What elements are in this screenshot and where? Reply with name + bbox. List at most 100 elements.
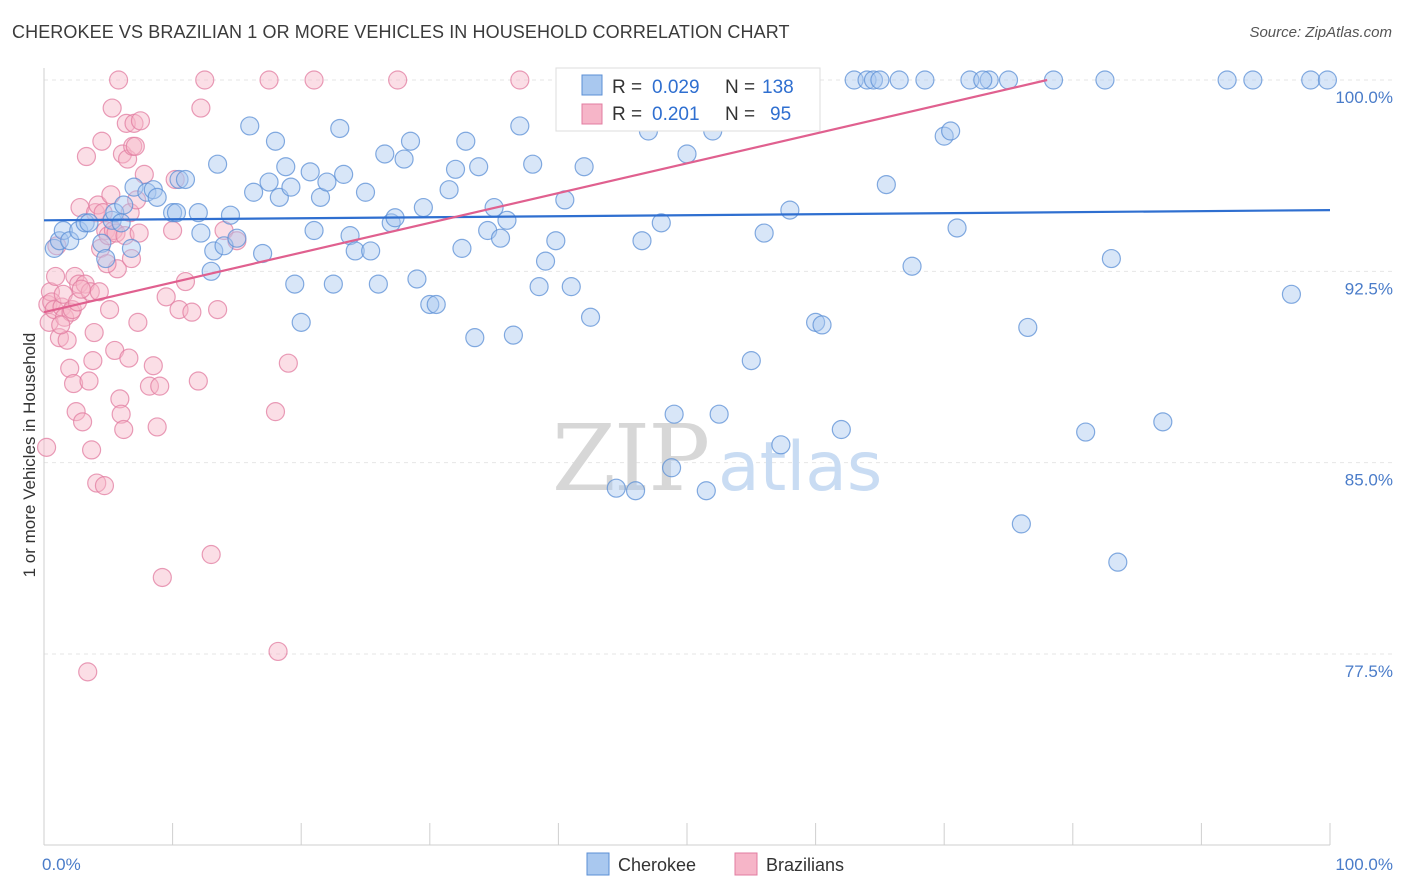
data-point-cherokee <box>1076 422 1096 442</box>
data-point-brazilians <box>76 146 97 167</box>
data-point-cherokee <box>124 177 144 197</box>
data-point-brazilians <box>130 111 151 131</box>
data-point-cherokee <box>754 223 774 243</box>
correlation-legend: R = 0.029 N = 138 R = 0.201 N = 95 <box>555 67 821 132</box>
data-point-cherokee <box>973 70 993 90</box>
legend-n-value-brazilians: 95 <box>770 104 791 125</box>
y-tick-label: 85.0% <box>1345 471 1393 490</box>
data-point-brazilians <box>71 279 91 299</box>
data-point-cherokee <box>426 294 446 315</box>
data-point-cherokee <box>240 116 260 136</box>
data-point-cherokee <box>1101 248 1121 269</box>
data-point-cherokee <box>413 197 433 218</box>
data-point-cherokee <box>1018 317 1038 338</box>
data-point-cherokee <box>220 205 241 225</box>
data-point-cherokee <box>771 435 791 455</box>
chart-title: CHEROKEE VS BRAZILIAN 1 OR MORE VEHICLES… <box>12 22 790 42</box>
data-point-brazilians <box>201 544 221 565</box>
data-point-brazilians <box>510 70 530 90</box>
data-point-cherokee <box>276 157 296 177</box>
data-point-brazilians <box>208 300 228 320</box>
data-point-brazilians <box>111 404 131 424</box>
data-point-cherokee <box>456 131 476 151</box>
data-point-cherokee <box>863 70 884 90</box>
data-point-cherokee <box>49 231 70 251</box>
data-point-cherokee <box>1243 70 1263 90</box>
data-point-brazilians <box>36 437 57 457</box>
series-cherokee <box>44 70 1338 572</box>
data-point-brazilians <box>72 412 93 432</box>
data-point-cherokee <box>400 131 421 151</box>
data-point-cherokee <box>632 231 652 251</box>
data-point-brazilians <box>121 248 142 269</box>
data-point-cherokee <box>709 404 729 424</box>
data-point-brazilians <box>45 266 66 287</box>
data-point-cherokee <box>1108 552 1128 572</box>
data-point-brazilians <box>152 567 172 588</box>
data-point-cherokee <box>561 277 581 297</box>
data-point-cherokee <box>92 233 112 253</box>
data-point-brazilians <box>116 113 136 133</box>
data-points <box>36 70 1338 682</box>
data-point-cherokee <box>1317 70 1338 90</box>
bottom-legend-cherokee: Cherokee <box>618 855 696 875</box>
data-point-brazilians <box>63 373 84 394</box>
data-point-brazilians <box>69 274 89 294</box>
x-tick-label-min: 0.0% <box>42 855 81 874</box>
data-point-brazilians <box>85 203 106 223</box>
data-point-cherokee <box>625 481 646 501</box>
y-tick-label: 100.0% <box>1335 88 1393 107</box>
data-point-cherokee <box>121 238 142 258</box>
data-point-brazilians <box>39 312 59 332</box>
data-point-cherokee <box>465 328 485 348</box>
data-point-cherokee <box>53 220 73 241</box>
watermark-zip: ZIP <box>552 405 708 512</box>
data-point-cherokee <box>1281 284 1302 304</box>
data-point-brazilians <box>128 312 148 332</box>
data-point-brazilians <box>114 419 134 440</box>
data-point-brazilians <box>92 131 112 151</box>
data-point-cherokee <box>979 70 999 90</box>
data-point-cherokee <box>317 172 337 192</box>
data-point-cherokee <box>580 307 601 327</box>
data-point-brazilians <box>182 302 202 322</box>
data-point-cherokee <box>490 228 511 248</box>
data-point-cherokee <box>291 312 311 332</box>
data-point-cherokee <box>546 231 566 251</box>
data-point-brazilians <box>195 70 215 90</box>
data-point-cherokee <box>998 70 1019 90</box>
data-point-cherokee <box>469 157 489 177</box>
bottom-legend-brazilians: Brazilians <box>766 855 844 875</box>
data-point-cherokee <box>281 177 301 197</box>
data-point-brazilians <box>79 371 99 391</box>
trend-line-cherokee <box>43 209 1331 222</box>
data-point-cherokee <box>876 174 896 195</box>
legend-r-value-brazilians: 0.201 <box>652 104 700 125</box>
data-point-cherokee <box>915 70 935 90</box>
data-point-brazilians <box>60 358 80 378</box>
data-point-cherokee <box>529 277 549 297</box>
data-point-cherokee <box>368 274 388 294</box>
data-point-cherokee <box>96 248 116 269</box>
data-point-cherokee <box>114 195 134 215</box>
trend-lines <box>43 78 1331 314</box>
data-point-cherokee <box>677 144 697 164</box>
data-point-cherokee <box>175 169 196 190</box>
data-point-cherokee <box>452 238 472 258</box>
data-point-cherokee <box>244 182 264 202</box>
data-point-cherokee <box>259 172 279 192</box>
data-point-cherokee <box>111 213 131 233</box>
bottom-swatch-cherokee <box>586 852 610 876</box>
data-point-brazilians <box>265 402 286 422</box>
data-point-cherokee <box>169 169 189 190</box>
data-point-cherokee <box>1153 412 1173 432</box>
data-point-cherokee <box>445 159 466 179</box>
data-point-cherokee <box>831 419 851 440</box>
data-point-cherokee <box>304 220 324 241</box>
data-point-cherokee <box>204 241 224 261</box>
data-point-brazilians <box>94 476 115 496</box>
legend-n-label: N = <box>725 104 755 125</box>
data-point-cherokee <box>147 187 167 207</box>
legend-r-value-cherokee: 0.029 <box>652 77 700 98</box>
data-point-cherokee <box>420 294 440 315</box>
